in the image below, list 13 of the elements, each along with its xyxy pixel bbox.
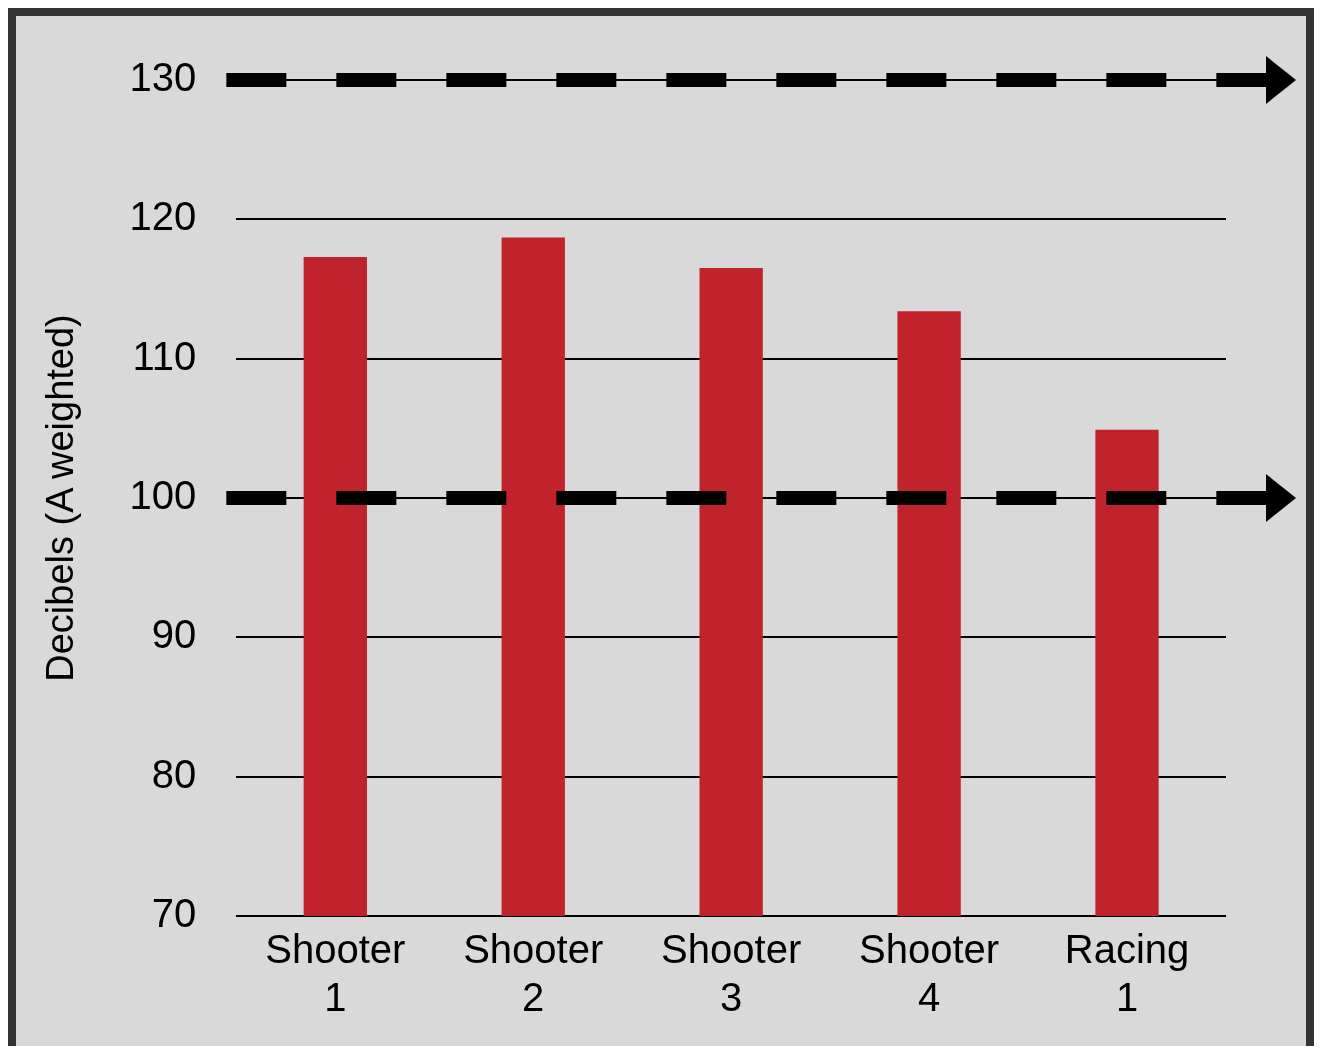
y-tick-label: 110 bbox=[132, 333, 197, 378]
y-axis-title: Decibels (A weighted) bbox=[39, 314, 82, 682]
x-tick-label: Shooter 1 bbox=[265, 927, 406, 1020]
y-tick-label: 70 bbox=[151, 891, 197, 936]
y-tick-label: 120 bbox=[129, 194, 197, 239]
x-tick-label: Racing 1 bbox=[1064, 927, 1190, 1020]
y-tick-label: 100 bbox=[129, 473, 197, 518]
y-tick-label: 130 bbox=[129, 55, 197, 100]
y-tick-label: 80 bbox=[151, 751, 197, 796]
y-tick-label: 90 bbox=[151, 612, 197, 657]
x-tick-label: Shooter 4 bbox=[859, 927, 1000, 1020]
x-tick-label: Shooter 3 bbox=[661, 927, 802, 1020]
x-tick-label: Shooter 2 bbox=[463, 927, 604, 1020]
